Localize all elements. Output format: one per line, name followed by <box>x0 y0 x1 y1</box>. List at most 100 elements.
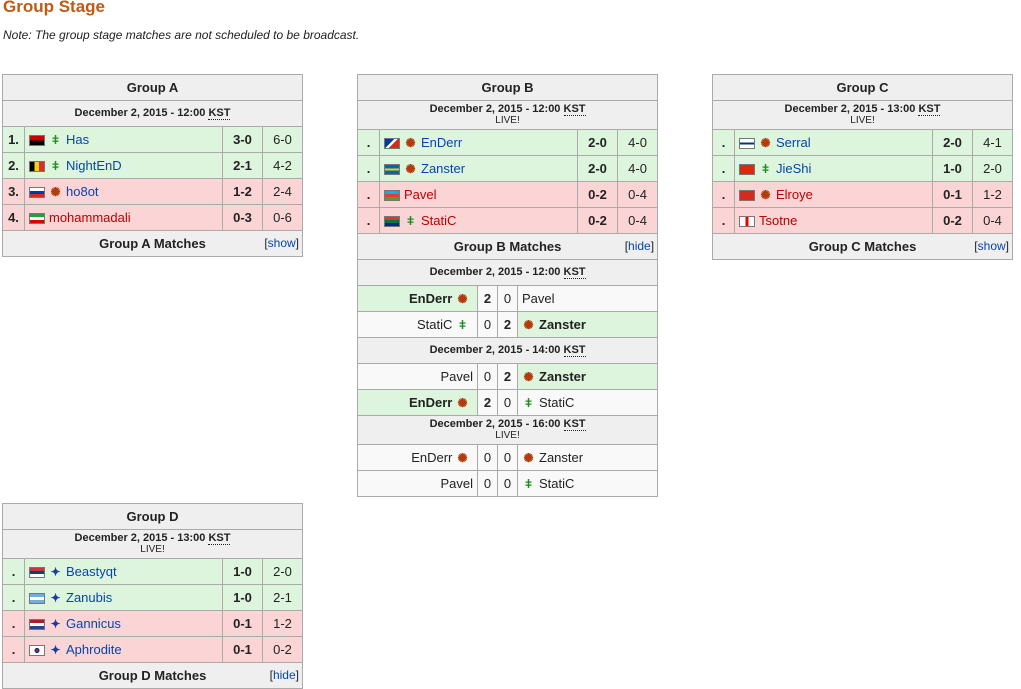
match-score-left: 2 <box>477 285 498 312</box>
group-a-title: Group A <box>1 74 304 101</box>
player-cell[interactable]: ǂ JieShi <box>734 155 933 182</box>
tz-abbr[interactable]: KST <box>208 532 231 545</box>
match-score: 0-3 <box>222 204 263 231</box>
player-name[interactable]: Elroye <box>776 186 813 202</box>
zerg-icon: ✺ <box>523 370 534 385</box>
player-cell[interactable]: ✦ Aphrodite <box>24 636 223 663</box>
match-player-left[interactable]: EnDerr ✺ <box>357 389 478 416</box>
show-toggle[interactable]: show <box>977 239 1006 253</box>
group-b-table: Group B December 2, 2015 - 12:00 KST LIVE… <box>356 74 659 497</box>
standings-row: 4. mohammadali 0-3 0-6 <box>2 204 304 231</box>
match-score-right: 0 <box>497 285 518 312</box>
match-player-right[interactable]: ✺ Zanster <box>516 444 659 471</box>
match-player-left[interactable]: StatiC ǂ <box>357 311 478 338</box>
player-cell[interactable]: Pavel <box>379 181 578 208</box>
player-name[interactable]: EnDerr <box>421 134 463 150</box>
player-name[interactable]: Gannicus <box>66 615 121 631</box>
player-name[interactable]: ho8ot <box>66 183 99 199</box>
tz-abbr[interactable]: KST <box>563 266 586 279</box>
player-name[interactable]: Serral <box>776 134 811 150</box>
match-score: 1-0 <box>222 584 263 611</box>
player-cell[interactable]: Tsotne <box>734 207 933 234</box>
player-cell[interactable]: ✦ Beastyqt <box>24 558 223 585</box>
match-player-left[interactable]: Pavel <box>357 363 478 390</box>
match-score: 2-0 <box>577 129 618 156</box>
rank: . <box>712 181 735 208</box>
terran-icon: ✦ <box>50 643 61 658</box>
player-name[interactable]: Aphrodite <box>66 641 122 657</box>
player-cell[interactable]: mohammadali <box>24 204 223 231</box>
tz-abbr[interactable]: KST <box>563 344 586 357</box>
rank: . <box>357 129 380 156</box>
zerg-icon: ✺ <box>457 451 468 466</box>
tz-abbr[interactable]: KST <box>918 103 941 116</box>
round-date: December 2, 2015 - 16:00 KST LIVE! <box>356 415 659 445</box>
tz-abbr[interactable]: KST <box>563 103 586 116</box>
match-score: 0-2 <box>932 207 973 234</box>
player-name[interactable]: Zanubis <box>66 589 113 605</box>
player-name[interactable]: Zanster <box>421 160 466 176</box>
show-toggle[interactable]: show <box>267 236 296 250</box>
player-cell[interactable]: ✺ Zanster <box>379 155 578 182</box>
live-indicator: LIVE! <box>140 544 165 555</box>
protoss-icon: ǂ <box>761 162 769 177</box>
match-score-left: 2 <box>477 389 498 416</box>
player-name[interactable]: Pavel <box>404 187 437 202</box>
player-name[interactable]: Has <box>66 131 90 147</box>
player-name[interactable]: NightEnD <box>66 157 122 173</box>
hide-toggle[interactable]: hide <box>272 668 296 682</box>
standings-row: 2. ǂ NightEnD 2-1 4-2 <box>2 152 304 179</box>
match-score-right: 0 <box>497 389 518 416</box>
flag-icon <box>29 567 45 579</box>
map-score: 6-0 <box>261 126 304 153</box>
player-cell[interactable]: ✦ Zanubis <box>24 584 223 611</box>
zerg-icon: ✺ <box>760 188 771 203</box>
map-score: 4-1 <box>972 129 1013 156</box>
player-cell[interactable]: ✺ Serral <box>734 129 933 156</box>
zerg-icon: ✺ <box>760 136 771 151</box>
map-score: 4-0 <box>616 129 659 156</box>
tz-abbr[interactable]: KST <box>208 107 231 120</box>
standings-row: . ✦ Beastyqt 1-0 2-0 <box>2 558 303 585</box>
standings-row: . ✺ EnDerr 2-0 4-0 <box>357 129 659 156</box>
player-name[interactable]: JieShi <box>776 160 812 176</box>
tz-abbr[interactable]: KST <box>563 418 586 431</box>
player-name[interactable]: Tsotne <box>759 213 798 228</box>
match-player-left[interactable]: EnDerr ✺ <box>357 444 478 471</box>
player-name[interactable]: mohammadali <box>49 210 131 225</box>
zerg-icon: ✺ <box>405 162 416 177</box>
match-row: EnDerr ✺ 0 0 ✺ Zanster <box>357 444 659 471</box>
player-cell[interactable]: ǂ Has <box>24 126 223 153</box>
rank: . <box>357 155 380 182</box>
player-cell[interactable]: ✦ Gannicus <box>24 610 223 637</box>
hide-toggle[interactable]: hide <box>628 239 651 253</box>
rank: . <box>712 207 735 234</box>
zerg-icon: ✺ <box>523 451 534 466</box>
match-player-right[interactable]: ✺ Zanster <box>516 363 659 390</box>
match-player-left[interactable]: EnDerr ✺ <box>357 285 478 312</box>
player-cell[interactable]: ✺ EnDerr <box>379 129 578 156</box>
standings-row: . ǂ StatiC 0-2 0-4 <box>357 207 659 234</box>
live-indicator: LIVE! <box>495 430 520 441</box>
player-cell[interactable]: ✺ ho8ot <box>24 178 223 205</box>
match-player-left[interactable]: Pavel <box>357 470 478 497</box>
match-score: 2-0 <box>932 129 973 156</box>
match-row: EnDerr ✺ 2 0 Pavel <box>357 285 659 312</box>
map-score: 0-2 <box>262 636 303 663</box>
match-player-right[interactable]: ǂ StatiC <box>516 389 659 416</box>
player-cell[interactable]: ✺ Elroye <box>734 181 933 208</box>
protoss-icon: ǂ <box>51 133 59 148</box>
player-cell[interactable]: ǂ StatiC <box>379 207 578 234</box>
player-name[interactable]: StatiC <box>421 212 457 228</box>
flag-icon <box>384 164 400 176</box>
match-player-right[interactable]: ǂ StatiC <box>516 470 659 497</box>
player-cell[interactable]: ǂ NightEnD <box>24 152 223 179</box>
match-score: 0-1 <box>932 181 973 208</box>
match-row: Pavel 0 0 ǂ StatiC <box>357 470 659 497</box>
player-name[interactable]: Beastyqt <box>66 563 117 579</box>
match-player-right[interactable]: Pavel <box>516 285 659 312</box>
group-c-matches-header: Group C Matches [show] <box>712 233 1013 260</box>
flag-icon <box>739 190 755 202</box>
match-player-right[interactable]: ✺ Zanster <box>516 311 659 338</box>
flag-icon <box>29 161 45 173</box>
